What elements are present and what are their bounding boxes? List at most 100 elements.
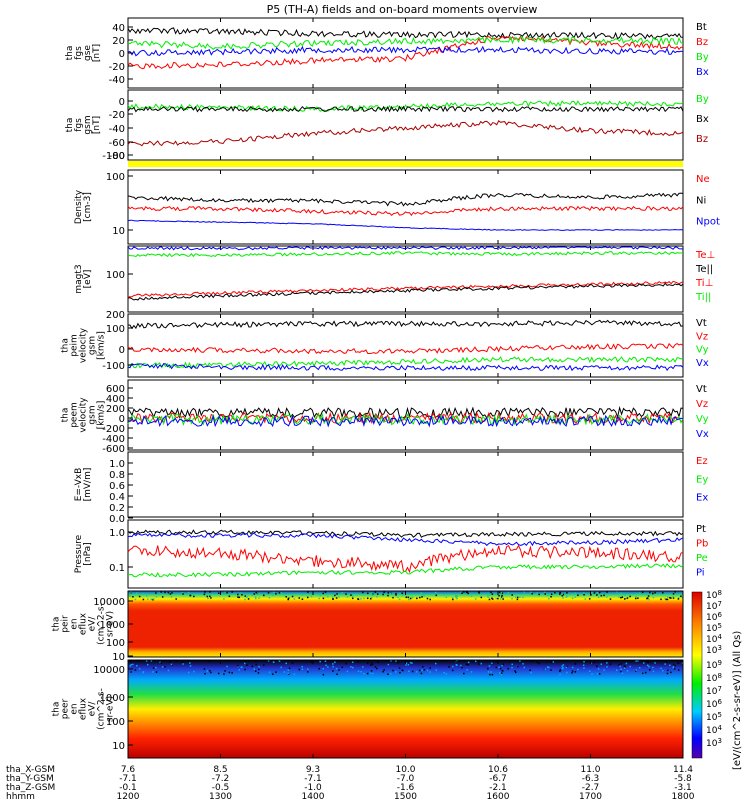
spectrogram-noise — [480, 596, 483, 599]
y-tick-label: 0 — [119, 414, 125, 425]
trace-peim-Vt — [127, 319, 684, 330]
spectrogram-noise — [267, 592, 270, 594]
spectrogram-noise — [210, 671, 212, 674]
spectrogram-noise — [629, 595, 631, 598]
z-gsm-value: -0.1 — [119, 783, 137, 793]
trace-fgs_gse-Bx — [127, 45, 684, 57]
spectrogram-noise — [150, 598, 153, 601]
spectrogram-noise — [582, 664, 585, 666]
spectrogram-noise — [345, 662, 347, 665]
spectrogram-noise — [285, 596, 287, 598]
y-tick-label: 10 — [112, 652, 125, 663]
spectrogram-noise — [367, 592, 369, 595]
y-axis-label: peir — [61, 615, 71, 633]
spectrogram-noise — [370, 670, 373, 672]
spectrogram-noise — [516, 596, 519, 599]
spectrogram-noise — [387, 594, 389, 597]
spectrogram-noise — [223, 673, 225, 675]
spectrogram-noise — [501, 595, 504, 598]
spectrogram-noise — [649, 669, 651, 671]
spectrogram-noise — [370, 662, 373, 664]
spectrogram-noise — [244, 660, 247, 663]
spectrogram-noise — [335, 667, 338, 670]
spectrogram-noise — [672, 666, 674, 669]
spectrogram-noise — [130, 671, 132, 673]
spectrogram-noise — [491, 661, 494, 664]
spectrogram-noise — [419, 669, 421, 672]
legend-Pt: Pt — [696, 524, 706, 535]
spectrogram-noise — [498, 591, 501, 594]
spectrogram-noise — [495, 597, 498, 600]
spectrogram-noise — [646, 664, 649, 667]
legend-Npot: Npot — [696, 217, 720, 228]
spectrogram-noise — [487, 596, 490, 598]
y-axis-label: tha — [65, 118, 75, 133]
y-axis-label: eflux — [79, 612, 89, 635]
y-axis-label: E=-VxB — [74, 468, 84, 502]
spectrogram-noise — [435, 594, 438, 597]
spectrogram-noise — [398, 598, 401, 601]
colorbar — [691, 591, 703, 759]
spectrogram-noise — [341, 591, 343, 594]
y-axis-label: [nT] — [92, 116, 102, 134]
trace-peim-Vy — [127, 356, 684, 369]
trace-pressure-Pe — [127, 563, 684, 578]
y-tick-label: -60 — [109, 138, 125, 149]
spectrogram-noise — [209, 591, 211, 593]
spectrogram-noise — [241, 593, 243, 596]
spectrogram-noise — [606, 591, 608, 593]
spectrogram-noise — [616, 669, 618, 672]
x-gsm-value: 8.5 — [213, 765, 227, 775]
spectrogram-noise — [501, 594, 503, 597]
spectrogram-noise — [217, 592, 220, 595]
spectrogram-noise — [363, 597, 365, 600]
spectrogram-noise — [255, 591, 258, 594]
spectrogram-noise — [327, 596, 329, 598]
spectrogram-noise — [332, 663, 334, 665]
spectrogram-noise — [499, 598, 502, 600]
spectrogram-noise — [544, 668, 546, 670]
panel-frame-fgs_gse — [127, 17, 684, 89]
legend-Vy: Vy — [696, 345, 709, 356]
y-axis-label: en — [70, 618, 80, 629]
x-row-label: tha_Z-GSM — [6, 783, 55, 793]
spectrogram-noise — [145, 595, 148, 597]
spectrogram-noise — [546, 594, 549, 597]
spectrogram-noise — [536, 661, 538, 664]
spectrogram-noise — [182, 663, 184, 665]
spectrogram-noise — [519, 596, 521, 598]
spectrogram-noise — [293, 673, 296, 675]
spectrogram-noise — [667, 596, 669, 598]
spectrogram-noise — [217, 672, 220, 675]
spectrogram-noise — [565, 666, 568, 669]
colorbar-tick: 109 — [706, 659, 722, 671]
spectrogram-noise — [498, 594, 500, 597]
spectrogram-noise — [402, 594, 404, 597]
spectrogram-noise — [357, 660, 359, 663]
z-gsm-value: -3.1 — [674, 783, 692, 793]
spectrogram-noise — [470, 671, 473, 673]
trace-peim-Vx — [127, 363, 684, 372]
y-tick-label: 20 — [112, 36, 125, 47]
spectrogram-noise — [677, 662, 680, 664]
hhmm-value: 1600 — [487, 792, 510, 800]
plot-title: P5 (TH-A) fields and on-board moments ov… — [267, 3, 538, 16]
y-tick-label: -100 — [102, 361, 125, 372]
spectrogram-noise — [243, 662, 246, 665]
x-gsm-value: 7.6 — [121, 765, 136, 775]
spectrogram-noise — [405, 664, 407, 666]
spectrogram-noise — [405, 662, 408, 664]
legend-Vx: Vx — [696, 358, 709, 369]
y-tick-label: 40 — [112, 23, 125, 34]
spectrogram-noise — [643, 662, 645, 664]
spectrogram-noise — [170, 663, 173, 666]
y-axis-label: sr-eV) — [106, 611, 116, 637]
spectrogram-noise — [407, 664, 410, 666]
spectrogram-noise — [596, 594, 598, 596]
trace-peem-Vy — [127, 412, 684, 426]
spectrogram-noise — [426, 669, 429, 672]
y-axis-label: Density — [74, 189, 84, 224]
spectrogram-noise — [129, 595, 132, 597]
colorbar-tick: 104 — [706, 724, 722, 736]
